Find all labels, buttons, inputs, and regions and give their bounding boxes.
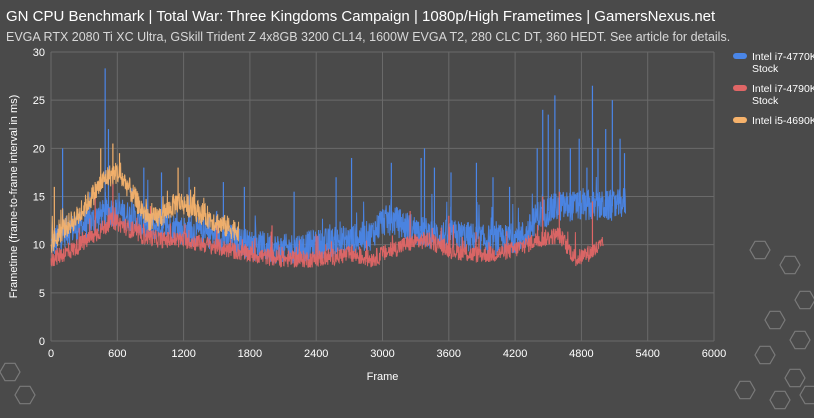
legend-swatch	[733, 117, 747, 123]
hex-decor-3	[764, 310, 786, 330]
series-layer	[50, 68, 626, 269]
x-tick-label: 3000	[370, 348, 394, 360]
y-tick-label: 5	[39, 288, 45, 300]
hex-decor-8	[799, 385, 814, 405]
hex-decoration	[0, 240, 814, 410]
x-tick-label: 3600	[437, 348, 461, 360]
legend-swatch	[733, 85, 747, 91]
series-0	[50, 68, 626, 264]
hex-decor-9	[734, 380, 756, 400]
y-tick-label: 15	[33, 192, 45, 204]
series-line	[50, 207, 604, 269]
legend-label: Intel i7-4790K	[752, 83, 814, 95]
x-tick-label: 4200	[503, 348, 527, 360]
grid-lines	[50, 51, 715, 342]
x-axis-label: Frame	[367, 371, 399, 383]
hex-decor-6	[784, 368, 806, 388]
hex-decor-4	[789, 330, 811, 350]
y-tick-label: 30	[33, 47, 45, 59]
chart-subtitle: EVGA RTX 2080 Ti XC Ultra, GSkill Triden…	[6, 30, 730, 44]
series-line	[50, 162, 240, 253]
hex-decor-0	[749, 240, 771, 260]
legend-label: Intel i5-4690K	[752, 115, 814, 127]
x-tick-label: 2400	[304, 348, 328, 360]
hex-decor-11	[0, 362, 21, 382]
y-tick-label: 20	[33, 143, 45, 155]
x-tick-label: 4800	[569, 348, 593, 360]
legend-label: Stock	[752, 95, 779, 107]
series-1	[50, 177, 604, 269]
x-tick-label: 0	[48, 348, 54, 360]
hex-decor-10	[14, 385, 36, 405]
x-tick-label: 600	[108, 348, 126, 360]
legend-label: Intel i7-4770K	[752, 51, 814, 63]
hex-decor-2	[794, 290, 814, 310]
x-tick-label: 6000	[702, 348, 726, 360]
chart-title: GN CPU Benchmark | Total War: Three King…	[6, 8, 716, 25]
hex-decor-5	[754, 345, 776, 365]
hex-decor-7	[769, 390, 791, 410]
y-tick-label: 0	[39, 336, 45, 348]
legend-swatch	[733, 53, 747, 59]
y-tick-label: 25	[33, 95, 45, 107]
series-2	[50, 143, 240, 253]
y-axis-label: Frametime (frame-to-frame interval in ms…	[8, 95, 20, 299]
x-tick-label: 1800	[238, 348, 262, 360]
legend-label: Stock	[752, 63, 779, 75]
x-tick-label: 1200	[171, 348, 195, 360]
y-tick-label: 10	[33, 240, 45, 252]
x-tick-label: 5400	[635, 348, 659, 360]
hex-decor-1	[779, 255, 801, 275]
tick-labels: 0 5 10 15 20 25 30 0 600 1200 1800 2400 3000 3600 4200…	[33, 47, 726, 360]
